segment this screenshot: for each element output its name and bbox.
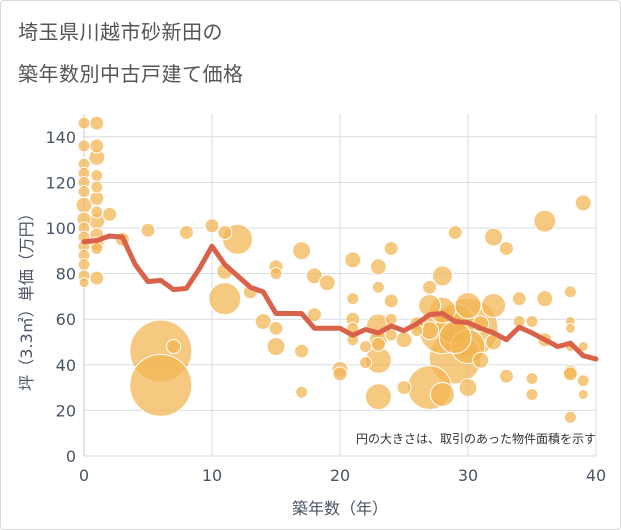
data-point	[90, 205, 104, 219]
data-point	[346, 292, 360, 306]
data-point	[384, 328, 398, 342]
data-point	[472, 351, 490, 369]
data-point	[78, 277, 90, 289]
data-point	[577, 341, 589, 353]
x-axis-label: 築年数（年）	[292, 499, 388, 518]
chart-title-line2: 築年数別中古戸建て価格	[18, 62, 244, 86]
y-tick-label: 120	[45, 173, 76, 192]
data-point	[563, 410, 577, 424]
data-point	[90, 180, 104, 194]
data-point	[481, 293, 507, 319]
data-point	[383, 293, 399, 309]
data-point	[370, 336, 386, 352]
x-tick-label: 40	[586, 466, 606, 485]
data-point	[564, 322, 576, 334]
data-point	[511, 291, 527, 307]
data-point	[77, 257, 91, 271]
data-point	[438, 320, 472, 354]
tick-labels: 0 10 20 30 40 0 20 40 60 80 100 120 140	[45, 128, 606, 485]
data-point	[525, 387, 539, 401]
data-point	[89, 115, 105, 131]
data-point	[266, 337, 286, 357]
data-point	[254, 312, 272, 330]
data-point	[498, 241, 514, 257]
data-point	[525, 314, 539, 328]
data-point	[364, 383, 392, 411]
data-point	[90, 169, 104, 183]
data-point	[129, 353, 193, 417]
y-tick-label: 0	[66, 447, 76, 466]
data-point	[77, 185, 91, 199]
data-point	[269, 267, 283, 281]
data-point	[429, 381, 455, 407]
data-point	[431, 265, 453, 287]
data-point	[574, 194, 592, 212]
data-point	[306, 307, 322, 323]
data-point	[371, 280, 385, 294]
data-point	[422, 279, 438, 295]
data-point	[217, 225, 233, 241]
x-tick-label: 20	[330, 466, 350, 485]
y-tick-label: 20	[56, 401, 76, 420]
y-tick-label: 40	[56, 356, 76, 375]
data-point	[208, 282, 242, 316]
y-tick-label: 100	[45, 219, 76, 238]
data-point	[292, 241, 312, 261]
trend-line	[81, 233, 599, 362]
data-point	[89, 270, 105, 286]
y-tick-label: 80	[56, 265, 76, 284]
data-point	[332, 366, 348, 382]
data-point	[102, 206, 118, 222]
data-point	[447, 225, 463, 241]
data-point	[484, 227, 504, 247]
data-point	[294, 343, 310, 359]
data-point	[178, 225, 194, 241]
y-axis-label: 坪（3.3㎡）単価（万円）	[17, 205, 36, 390]
x-tick-label: 30	[458, 466, 478, 485]
data-point	[576, 374, 590, 388]
data-point	[562, 366, 578, 382]
size-annotation: 円の大きさは、取引のあった物件面積を示す	[356, 431, 596, 446]
data-point	[90, 242, 104, 256]
data-point	[454, 292, 482, 320]
data-point	[295, 385, 309, 399]
data-point	[458, 378, 478, 398]
data-point	[396, 380, 412, 396]
data-point	[140, 222, 156, 238]
data-point	[369, 258, 387, 276]
data-point	[498, 368, 514, 384]
data-point	[318, 274, 336, 292]
data-point	[77, 139, 91, 153]
data-point	[577, 388, 589, 400]
data-point	[204, 218, 220, 234]
data-point	[344, 251, 362, 269]
data-point	[77, 116, 91, 130]
data-point	[359, 340, 373, 354]
y-tick-label: 140	[45, 128, 76, 147]
data-point	[395, 331, 413, 349]
x-tick-label: 10	[202, 466, 222, 485]
y-tick-label: 60	[56, 310, 76, 329]
data-point	[533, 209, 557, 233]
x-tick-label: 0	[79, 466, 89, 485]
data-point	[525, 371, 539, 385]
data-point	[89, 138, 105, 154]
data-point	[166, 339, 182, 355]
bubble-series	[75, 115, 592, 424]
data-point	[563, 285, 577, 299]
data-point	[268, 320, 284, 336]
data-point	[359, 356, 373, 370]
data-point	[384, 312, 398, 326]
chart-title-line1: 埼玉県川越市砂新田の	[18, 20, 223, 44]
data-point	[383, 241, 399, 257]
data-point	[536, 290, 554, 308]
